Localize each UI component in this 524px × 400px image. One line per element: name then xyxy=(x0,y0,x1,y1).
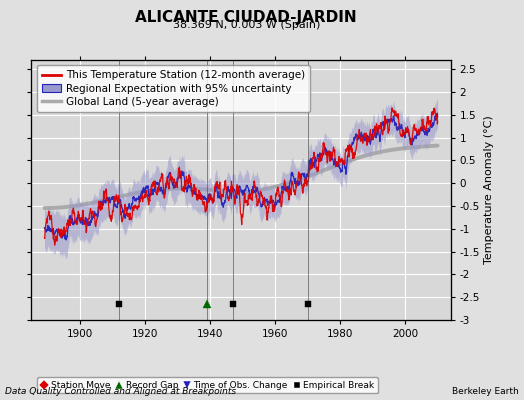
Text: Data Quality Controlled and Aligned at Breakpoints: Data Quality Controlled and Aligned at B… xyxy=(5,387,236,396)
Legend: Station Move, Record Gap, Time of Obs. Change, Empirical Break: Station Move, Record Gap, Time of Obs. C… xyxy=(37,377,378,394)
Text: 38.369 N, 0.003 W (Spain): 38.369 N, 0.003 W (Spain) xyxy=(172,20,320,30)
Text: Berkeley Earth: Berkeley Earth xyxy=(452,387,519,396)
Y-axis label: Temperature Anomaly (°C): Temperature Anomaly (°C) xyxy=(484,116,494,264)
Text: ALICANTE CIUDAD-JARDIN: ALICANTE CIUDAD-JARDIN xyxy=(136,10,357,25)
